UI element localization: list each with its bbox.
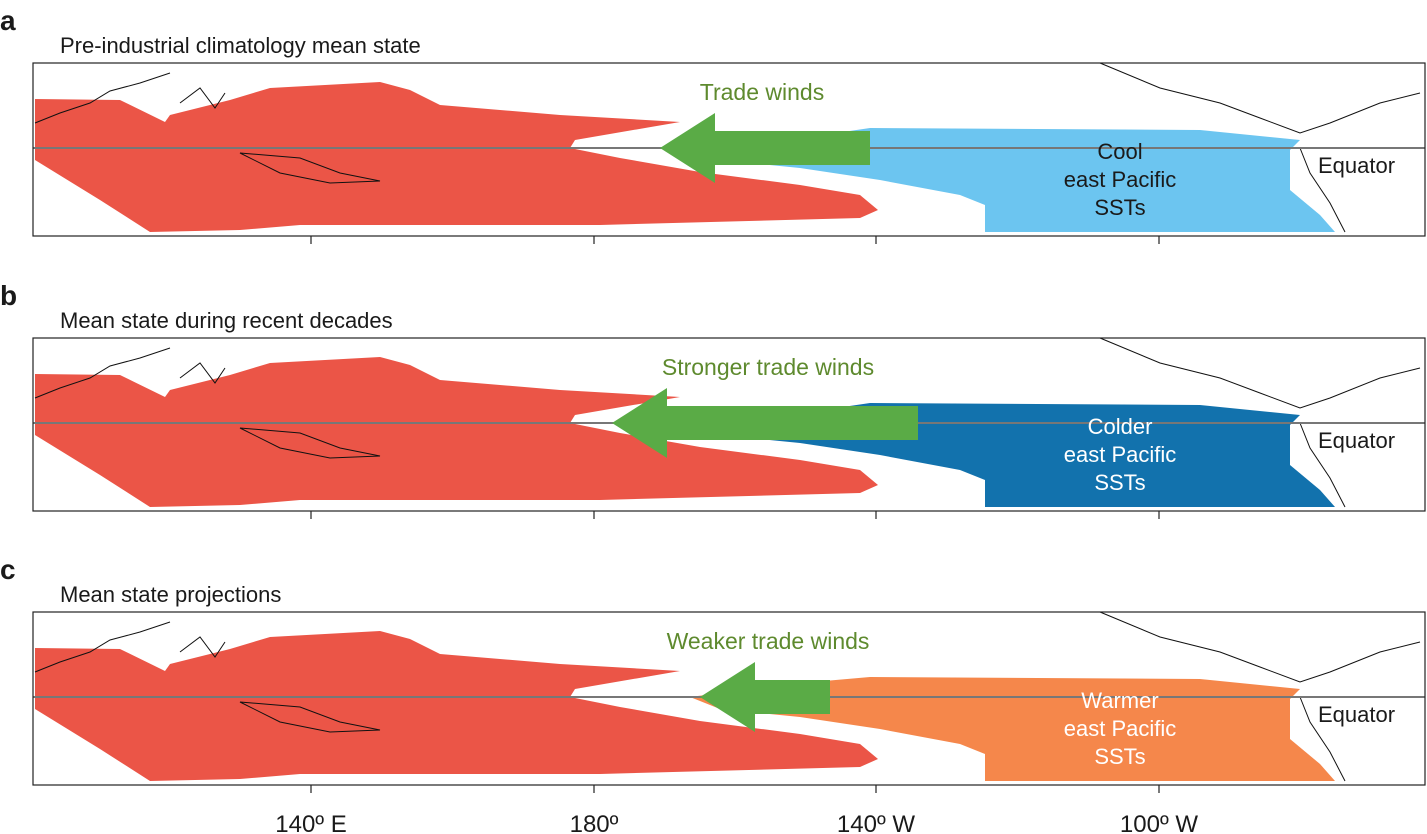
wind-arrow: [660, 113, 870, 183]
sst-label: Colder: [1088, 414, 1153, 439]
x-tick-label: 180º: [570, 811, 619, 834]
coastline: [34, 337, 1421, 508]
warm-pool: [35, 357, 878, 507]
equator-label: Equator: [1318, 702, 1395, 727]
map-frame: [32, 611, 1426, 786]
warm-pool: [35, 631, 878, 781]
map: Trade winds Equator Cool east Pacific SSTs: [32, 62, 1426, 244]
east-pacific-sst: [720, 128, 1335, 232]
equator-label: Equator: [1318, 153, 1395, 178]
equator-label: Equator: [1318, 428, 1395, 453]
panel: b Mean state during recent decades Stronge…: [0, 280, 1426, 519]
coastline: [34, 611, 1421, 782]
sst-label: east Pacific: [1064, 442, 1177, 467]
panel: c Mean state projections Weaker trade wind…: [0, 554, 1426, 793]
wind-label: Stronger trade winds: [662, 354, 874, 380]
coastline: [34, 62, 1421, 233]
sst-label: east Pacific: [1064, 716, 1177, 741]
map: Weaker trade winds Equator Warmer east Paci…: [32, 611, 1426, 793]
x-tick-label: 100º W: [1120, 811, 1198, 834]
map-frame: [32, 62, 1426, 237]
warm-pool: [35, 82, 878, 232]
wind-arrow: [612, 388, 918, 458]
x-tick-label: 140º W: [837, 811, 915, 834]
wind-label: Weaker trade winds: [667, 628, 870, 654]
sst-label: east Pacific: [1064, 167, 1177, 192]
map-frame: [32, 337, 1426, 512]
wind-label: Trade winds: [700, 79, 824, 105]
sst-label: Cool: [1097, 139, 1142, 164]
sst-label: SSTs: [1094, 470, 1145, 495]
east-pacific-sst: [690, 677, 1335, 781]
panel-letter: b: [0, 280, 17, 311]
panel-letter: a: [0, 5, 16, 36]
panel-title: Mean state during recent decades: [60, 308, 393, 333]
panel-letter: c: [0, 554, 16, 585]
panel: a Pre-industrial climatology mean state Tr…: [0, 5, 1426, 244]
sst-label: SSTs: [1094, 744, 1145, 769]
sst-label: SSTs: [1094, 195, 1145, 220]
panel-title: Mean state projections: [60, 582, 281, 607]
sst-label: Warmer: [1081, 688, 1158, 713]
x-tick-label: 140º E: [275, 811, 346, 834]
wind-arrow: [700, 662, 830, 732]
map: Stronger trade winds Equator Colder east Pa…: [32, 337, 1426, 519]
panel-title: Pre-industrial climatology mean state: [60, 33, 421, 58]
